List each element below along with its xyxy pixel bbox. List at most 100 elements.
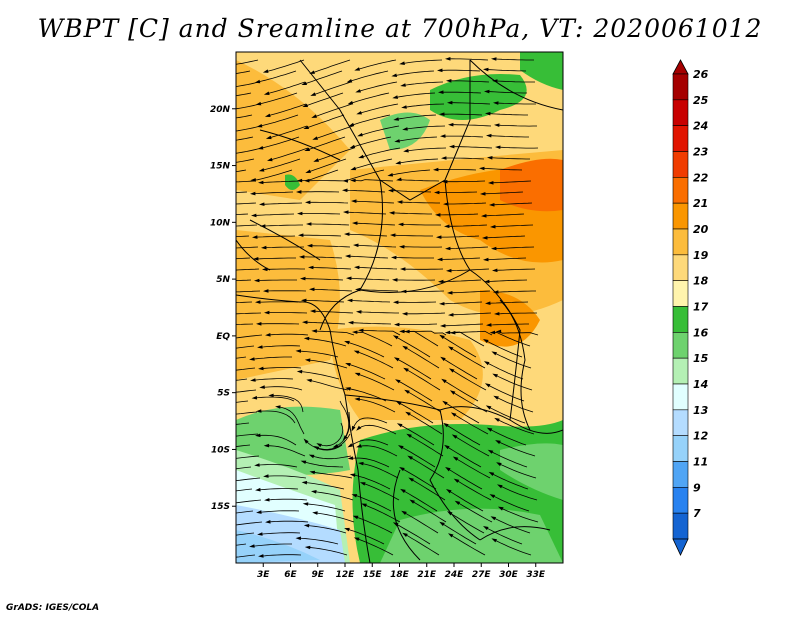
streamline-arrow bbox=[349, 144, 356, 149]
streamline bbox=[451, 146, 493, 149]
streamline-arrow bbox=[447, 291, 453, 295]
streamline bbox=[358, 103, 399, 114]
streamline-arrow bbox=[250, 191, 256, 196]
streamline bbox=[236, 224, 258, 227]
streamline bbox=[450, 312, 492, 316]
streamline-arrow bbox=[434, 190, 440, 195]
streamline bbox=[447, 224, 488, 227]
streamline bbox=[261, 367, 302, 370]
streamline bbox=[396, 358, 432, 380]
streamline-arrow bbox=[491, 351, 497, 356]
streamline bbox=[356, 538, 394, 556]
streamline bbox=[363, 504, 401, 523]
streamline-arrow bbox=[256, 409, 262, 413]
streamline bbox=[236, 477, 261, 482]
streamline-arrow bbox=[348, 320, 354, 325]
lat-tick-label: 15N bbox=[210, 162, 231, 172]
streamline-arrow bbox=[353, 350, 360, 354]
streamline bbox=[449, 80, 490, 83]
streamline bbox=[262, 224, 303, 227]
streamline bbox=[236, 70, 251, 74]
streamline-arrow bbox=[216, 65, 222, 69]
streamline-arrow bbox=[493, 395, 499, 400]
streamline bbox=[236, 136, 254, 141]
streamline-arrow bbox=[395, 379, 401, 384]
streamline bbox=[411, 500, 447, 523]
lat-tick-label: 15S bbox=[211, 502, 230, 512]
streamline-arrow bbox=[396, 177, 402, 181]
streamline bbox=[399, 424, 435, 446]
streamline bbox=[305, 440, 343, 451]
streamline bbox=[446, 446, 482, 468]
streamline-arrow bbox=[217, 87, 223, 91]
streamline-arrow bbox=[399, 467, 405, 472]
streamline bbox=[267, 333, 309, 336]
streamline-arrow bbox=[354, 397, 360, 401]
streamline bbox=[236, 422, 250, 425]
streamline-arrow bbox=[304, 147, 310, 151]
colorbar-label: 23 bbox=[693, 146, 709, 159]
lat-tick-label: 10S bbox=[211, 445, 230, 455]
streamline-arrow bbox=[211, 141, 217, 145]
streamline-arrow bbox=[445, 246, 451, 251]
streamline-arrow bbox=[492, 79, 498, 83]
streamline-arrow bbox=[212, 558, 218, 562]
streamline bbox=[302, 278, 344, 281]
colorbar-swatch bbox=[672, 512, 689, 540]
streamline bbox=[445, 202, 487, 205]
colorbar-label: 16 bbox=[693, 326, 709, 339]
streamline bbox=[236, 378, 248, 381]
colorbar-label: 11 bbox=[693, 456, 708, 469]
streamline-arrow bbox=[305, 200, 311, 205]
streamline-arrow bbox=[392, 522, 399, 527]
streamline bbox=[307, 201, 349, 204]
streamline-arrow bbox=[493, 290, 499, 294]
streamline-arrow bbox=[350, 166, 357, 171]
streamline bbox=[489, 157, 530, 160]
streamline bbox=[441, 522, 477, 545]
streamline bbox=[486, 362, 524, 380]
colorbar-label: 25 bbox=[693, 94, 709, 107]
streamline bbox=[236, 466, 252, 470]
colorbar-label: 26 bbox=[693, 68, 709, 81]
streamline-arrow bbox=[486, 427, 493, 432]
streamline bbox=[396, 114, 437, 120]
lon-tick-label: 6E bbox=[284, 570, 297, 580]
streamline-arrow bbox=[297, 211, 303, 216]
streamline bbox=[390, 190, 432, 193]
streamline bbox=[257, 434, 297, 446]
streamline bbox=[266, 475, 307, 479]
streamline-arrow bbox=[350, 178, 356, 183]
streamline bbox=[260, 136, 300, 149]
streamline bbox=[399, 201, 440, 204]
colorbar-swatch bbox=[672, 228, 689, 256]
streamline bbox=[236, 411, 258, 415]
streamline-arrow bbox=[445, 467, 451, 472]
streamline-arrow bbox=[358, 328, 364, 333]
streamline bbox=[236, 488, 253, 492]
streamline bbox=[350, 92, 390, 104]
streamline-arrow bbox=[407, 455, 413, 460]
streamline bbox=[452, 330, 493, 336]
streamline-arrow bbox=[345, 363, 351, 367]
streamline bbox=[303, 300, 345, 303]
colorbar-swatch bbox=[672, 461, 689, 488]
streamline-arrow bbox=[394, 139, 400, 143]
streamline bbox=[236, 180, 256, 183]
streamline bbox=[448, 268, 490, 272]
streamline bbox=[311, 455, 352, 460]
streamline-arrow bbox=[302, 103, 308, 107]
streamline-arrow bbox=[406, 433, 412, 438]
longitude-axis: 3E 6E 9E 12E 15E 18E 21E 24E 27E 30E 33E bbox=[257, 563, 546, 580]
streamline-arrow bbox=[409, 499, 415, 504]
streamline bbox=[405, 312, 446, 315]
streamline bbox=[254, 396, 295, 402]
streamline bbox=[445, 180, 486, 183]
streamline-arrow bbox=[398, 222, 404, 227]
streamline bbox=[303, 461, 344, 468]
streamline-arrow bbox=[483, 257, 489, 262]
streamline bbox=[451, 124, 492, 127]
streamline bbox=[351, 114, 391, 126]
streamline-arrow bbox=[258, 366, 264, 371]
